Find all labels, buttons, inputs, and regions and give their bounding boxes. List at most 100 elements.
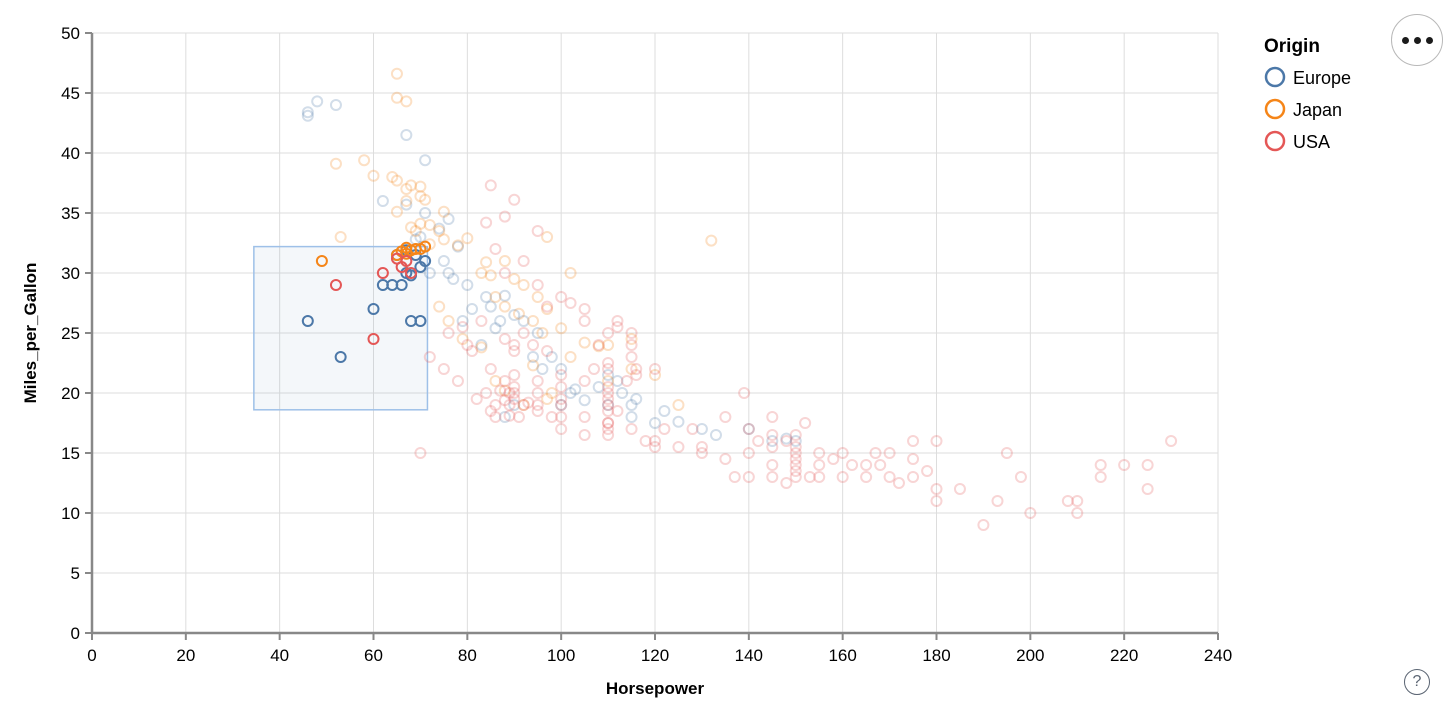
data-point[interactable] <box>1118 459 1131 471</box>
data-point[interactable] <box>766 411 779 423</box>
data-point[interactable] <box>508 369 521 381</box>
data-point[interactable] <box>484 300 497 313</box>
data-point[interactable] <box>480 387 493 399</box>
data-point[interactable] <box>390 249 403 261</box>
data-point[interactable] <box>522 396 535 409</box>
data-point[interactable] <box>789 453 802 465</box>
data-point[interactable] <box>494 384 507 397</box>
data-point[interactable] <box>789 447 802 459</box>
data-point[interactable] <box>498 210 511 223</box>
data-point[interactable] <box>517 315 530 327</box>
data-point[interactable] <box>860 459 873 471</box>
data-point[interactable] <box>531 327 544 339</box>
data-point[interactable] <box>658 423 671 435</box>
data-point[interactable] <box>447 273 460 285</box>
data-point[interactable] <box>602 339 615 351</box>
data-point[interactable] <box>555 322 568 335</box>
data-point[interactable] <box>780 435 793 447</box>
data-point[interactable] <box>414 190 427 203</box>
data-point[interactable] <box>334 231 347 243</box>
data-point[interactable] <box>578 411 591 423</box>
data-point[interactable] <box>1000 447 1013 459</box>
data-point[interactable] <box>742 423 755 435</box>
data-point[interactable] <box>508 339 521 351</box>
data-point[interactable] <box>367 169 380 182</box>
data-point[interactable] <box>705 234 718 247</box>
data-point[interactable] <box>860 471 873 483</box>
data-point[interactable] <box>545 351 558 363</box>
data-point[interactable] <box>419 154 432 167</box>
data-point[interactable] <box>508 399 521 411</box>
data-point[interactable] <box>742 471 755 483</box>
data-point[interactable] <box>405 267 418 279</box>
data-point[interactable] <box>517 399 530 411</box>
data-point[interactable] <box>555 399 568 411</box>
data-point[interactable] <box>498 289 511 302</box>
data-point[interactable] <box>405 179 418 192</box>
data-point[interactable] <box>709 429 722 441</box>
data-point[interactable] <box>602 363 615 375</box>
legend-label-usa[interactable]: USA <box>1293 132 1330 152</box>
data-point[interactable] <box>1071 495 1084 507</box>
data-point[interactable] <box>512 307 525 320</box>
data-point[interactable] <box>719 453 732 465</box>
data-point[interactable] <box>527 351 540 363</box>
data-point[interactable] <box>489 243 502 255</box>
data-point[interactable] <box>498 300 511 313</box>
data-point[interactable] <box>578 336 591 349</box>
data-point[interactable] <box>480 256 493 269</box>
data-point[interactable] <box>508 309 521 321</box>
data-point[interactable] <box>329 99 342 111</box>
data-point[interactable] <box>531 291 544 303</box>
data-point[interactable] <box>921 465 934 477</box>
data-point[interactable] <box>602 387 615 399</box>
data-point[interactable] <box>414 261 427 273</box>
data-point[interactable] <box>466 303 479 315</box>
data-point[interactable] <box>625 423 638 435</box>
data-point[interactable] <box>545 411 558 423</box>
data-point[interactable] <box>953 483 966 495</box>
data-point[interactable] <box>367 303 380 315</box>
data-point[interactable] <box>531 279 544 291</box>
data-point[interactable] <box>602 429 615 441</box>
legend-label-japan[interactable]: Japan <box>1293 100 1342 120</box>
data-point[interactable] <box>329 279 342 291</box>
data-point[interactable] <box>484 269 497 282</box>
data-point[interactable] <box>367 333 380 345</box>
data-point[interactable] <box>400 198 413 211</box>
data-point[interactable] <box>541 231 554 243</box>
data-point[interactable] <box>602 393 615 405</box>
data-point[interactable] <box>498 255 511 267</box>
data-point[interactable] <box>578 394 591 407</box>
data-point[interactable] <box>301 106 314 119</box>
data-point[interactable] <box>625 339 638 351</box>
data-point[interactable] <box>602 327 615 339</box>
data-point[interactable] <box>433 300 446 313</box>
data-point[interactable] <box>376 195 389 207</box>
data-point[interactable] <box>555 291 568 303</box>
data-point[interactable] <box>874 459 887 471</box>
data-point[interactable] <box>602 381 615 393</box>
data-point[interactable] <box>930 483 943 495</box>
data-point[interactable] <box>489 375 502 387</box>
data-point[interactable] <box>728 471 741 483</box>
data-point[interactable] <box>489 399 502 411</box>
data-point[interactable] <box>489 322 502 335</box>
data-point[interactable] <box>414 315 427 327</box>
data-point[interactable] <box>695 441 708 453</box>
data-point[interactable] <box>578 315 591 327</box>
data-point[interactable] <box>1141 459 1154 471</box>
data-point[interactable] <box>930 435 943 447</box>
data-point[interactable] <box>400 195 413 207</box>
data-point[interactable] <box>433 222 446 235</box>
data-point[interactable] <box>489 411 502 423</box>
data-point[interactable] <box>625 363 638 375</box>
data-point[interactable] <box>315 255 328 267</box>
data-point[interactable] <box>625 399 638 411</box>
data-point[interactable] <box>390 205 403 218</box>
data-point[interactable] <box>437 363 450 375</box>
data-point[interactable] <box>569 383 582 396</box>
data-point[interactable] <box>789 465 802 477</box>
data-point[interactable] <box>602 405 615 417</box>
